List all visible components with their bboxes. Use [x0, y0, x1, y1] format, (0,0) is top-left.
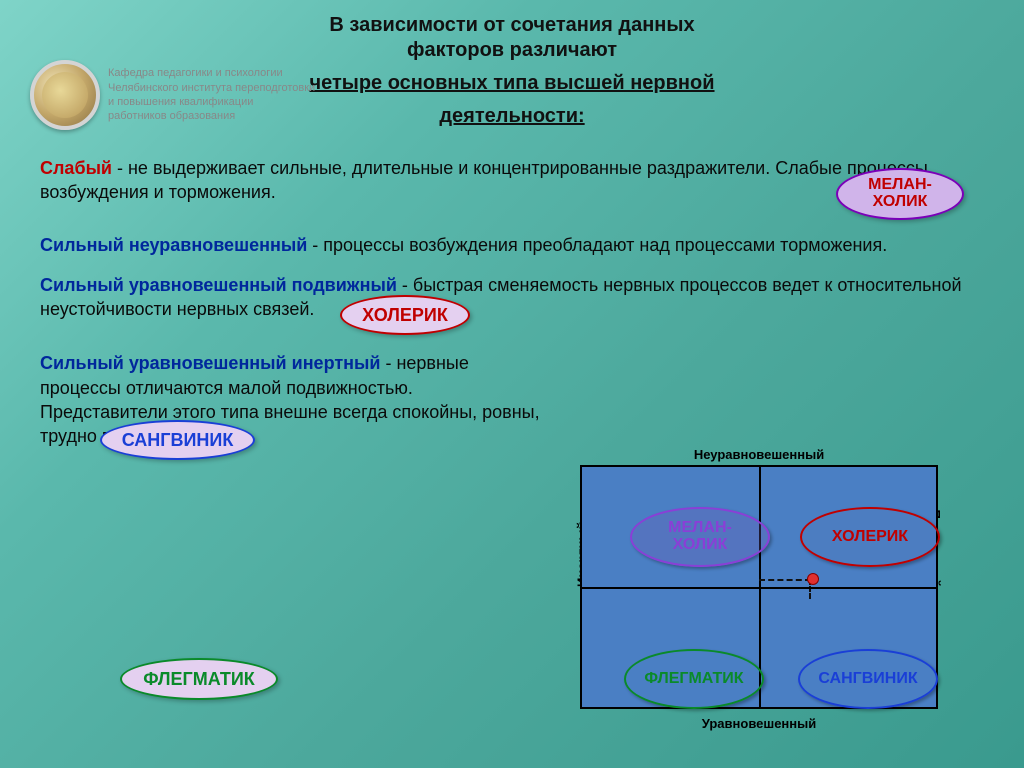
lead-unbalanced: Сильный неуравновешенный: [40, 235, 307, 255]
oval-choleric: ХОЛЕРИК: [340, 295, 470, 335]
title-line-2: факторов различают: [0, 39, 1024, 62]
axis-top: Неуравновешенный: [694, 447, 824, 462]
logo-line: Челябинского института переподготовки: [108, 81, 315, 95]
logo-block: Кафедра педагогики и психологии Челябинс…: [30, 60, 315, 130]
marker-dot-icon: [807, 573, 819, 585]
quadrant-diagram: Неуравновешенный Уравновешенный Инертный…: [560, 445, 958, 729]
text-unbalanced: - процессы возбуждения преобладают над п…: [307, 235, 887, 255]
quad-phlegmatic: ФЛЕГМАТИК: [624, 649, 764, 709]
lead-weak: Слабый: [40, 158, 112, 178]
oval-phlegmatic: ФЛЕГМАТИК: [120, 658, 278, 700]
title-line-1: В зависимости от сочетания данных: [0, 14, 1024, 37]
lead-mobile: Сильный уравновешенный подвижный: [40, 275, 397, 295]
oval-sanguine: САНГВИНИК: [100, 420, 255, 460]
quad-choleric: ХОЛЕРИК: [800, 507, 940, 567]
marker-dash-h: [759, 579, 811, 581]
lead-inert: Сильный уравновешенный инертный: [40, 353, 380, 373]
type-mobile: Сильный уравновешенный подвижный - быстр…: [40, 273, 984, 322]
logo-line: и повышения квалификации: [108, 95, 315, 109]
logo-line: работников образования: [108, 109, 315, 123]
axis-bottom: Уравновешенный: [702, 716, 816, 731]
quad-sanguine: САНГВИНИК: [798, 649, 938, 709]
logo-icon: [30, 60, 100, 130]
quad-melancholic: МЕЛАН- ХОЛИК: [630, 507, 770, 567]
logo-caption: Кафедра педагогики и психологии Челябинс…: [108, 66, 315, 123]
type-unbalanced: Сильный неуравновешенный - процессы возб…: [40, 233, 984, 257]
oval-melancholic: МЕЛАН- ХОЛИК: [836, 168, 964, 220]
logo-line: Кафедра педагогики и психологии: [108, 66, 315, 80]
quadrant-grid: МЕЛАН- ХОЛИК ХОЛЕРИК ФЛЕГМАТИК САНГВИНИК: [580, 465, 938, 709]
text-weak: - не выдерживает сильные, длительные и к…: [40, 158, 928, 202]
